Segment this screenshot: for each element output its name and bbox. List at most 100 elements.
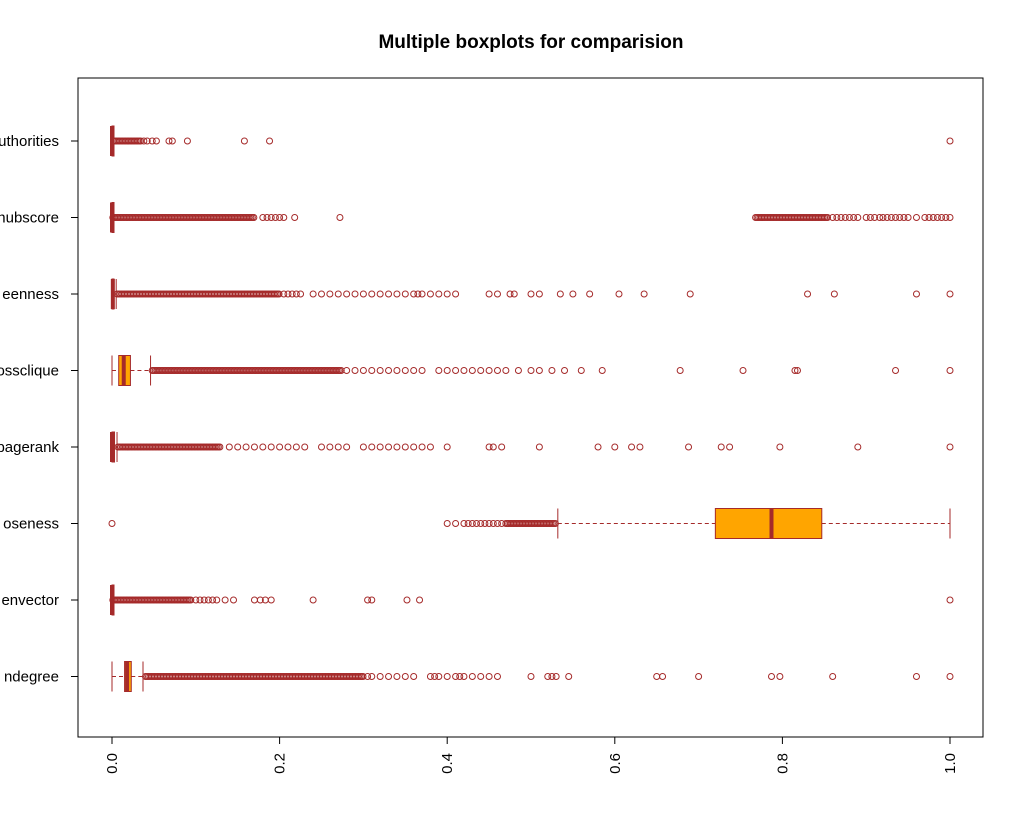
outlier-point <box>200 596 208 604</box>
y-label-betweenness: eenness <box>2 286 59 303</box>
outlier-point <box>240 137 248 145</box>
outlier-point <box>410 290 418 298</box>
outlier-point <box>717 443 725 451</box>
outlier-point <box>659 673 667 680</box>
outlier-point <box>376 673 384 680</box>
outlier-point <box>498 520 506 527</box>
boxplot-pagerank <box>110 431 954 463</box>
outlier-point <box>443 673 451 680</box>
outlier-point <box>804 290 812 298</box>
outlier-point <box>887 214 895 221</box>
outlier-band <box>109 214 258 221</box>
outlier-band <box>114 443 224 451</box>
outlier-point <box>556 290 564 298</box>
outlier-point <box>686 290 694 298</box>
outlier-point <box>108 520 116 527</box>
outlier-point <box>489 443 497 451</box>
y-label-indegree: ndegree <box>4 669 59 686</box>
outlier-point <box>594 443 602 451</box>
outlier-point <box>337 367 345 374</box>
outlier-point <box>628 443 636 451</box>
outlier-point <box>250 443 258 451</box>
outlier-point <box>933 214 941 221</box>
x-tick-label: 0.0 <box>104 753 121 774</box>
outlier-point <box>776 443 784 451</box>
outlier-point <box>376 290 384 298</box>
x-axis: 0.0 0.2 0.4 0.6 0.8 1.0 <box>104 736 959 774</box>
y-label-closeness: oseness <box>3 516 59 533</box>
outlier-point <box>493 673 501 680</box>
y-label-pagerank: pagerank <box>0 439 59 456</box>
outlier-point <box>473 520 481 527</box>
outlier-point <box>506 290 514 298</box>
x-tick-label: 0.6 <box>607 753 624 774</box>
outlier-band <box>142 673 367 680</box>
outlier-point <box>393 673 401 680</box>
outlier-point <box>250 596 258 604</box>
outlier-point <box>280 214 288 221</box>
x-tick-label: 1.0 <box>942 753 959 774</box>
outlier-point <box>452 520 460 527</box>
boxplot-closeness <box>108 508 951 539</box>
outlier-point <box>946 673 954 680</box>
outlier-point <box>284 290 292 298</box>
outlier-point <box>418 443 426 451</box>
outlier-point <box>850 214 858 221</box>
outlier-point <box>552 673 560 680</box>
outlier-band <box>148 367 345 374</box>
outlier-point <box>921 214 929 221</box>
outlier-point <box>187 596 195 604</box>
outlier-point <box>259 443 267 451</box>
outlier-point <box>793 367 801 374</box>
outlier-point <box>250 214 258 221</box>
outlier-point <box>833 214 841 221</box>
outlier-point <box>854 214 862 221</box>
outlier-point <box>385 367 393 374</box>
outlier-band <box>109 596 195 604</box>
outlier-point <box>234 443 242 451</box>
y-axis-labels: uthorities hubscore eenness ossclique pagera… <box>0 133 78 686</box>
outlier-point <box>946 290 954 298</box>
outlier-point <box>468 367 476 374</box>
outlier-point <box>435 673 443 680</box>
outlier-point <box>912 290 920 298</box>
outlier-point <box>636 443 644 451</box>
outlier-point <box>510 290 518 298</box>
outlier-point <box>263 214 271 221</box>
outlier-point <box>640 290 648 298</box>
outlier-point <box>143 137 151 145</box>
outlier-point <box>343 367 351 374</box>
outlier-point <box>493 520 501 527</box>
y-label-crossclique: ossclique <box>0 363 59 380</box>
outlier-point <box>343 443 351 451</box>
outlier-point <box>726 443 734 451</box>
outlier-point <box>225 443 233 451</box>
outlier-point <box>485 290 493 298</box>
outlier-point <box>266 137 274 145</box>
outlier-point <box>318 443 325 451</box>
outlier-point <box>418 367 426 374</box>
outlier-point <box>336 214 344 221</box>
outlier-point <box>477 520 485 527</box>
outlier-point <box>196 596 204 604</box>
y-label-eigenvector: envector <box>1 592 59 609</box>
outlier-point <box>351 367 359 374</box>
boxplot-eigenvector <box>109 584 954 616</box>
outlier-point <box>535 367 543 374</box>
outlier-point <box>410 367 418 374</box>
outlier-band <box>502 520 559 527</box>
outlier-point <box>276 443 284 451</box>
outlier-point <box>685 443 693 451</box>
outlier-point <box>460 520 468 527</box>
outlier-point <box>498 443 506 451</box>
boxplot-hubscore <box>109 202 954 233</box>
outlier-point <box>829 214 837 221</box>
outlier-point <box>256 596 264 604</box>
outlier-point <box>876 214 884 221</box>
outlier-point <box>551 520 559 527</box>
outlier-point <box>435 290 443 298</box>
outlier-point <box>292 443 300 451</box>
outlier-point <box>653 673 661 680</box>
outlier-point <box>334 443 342 451</box>
